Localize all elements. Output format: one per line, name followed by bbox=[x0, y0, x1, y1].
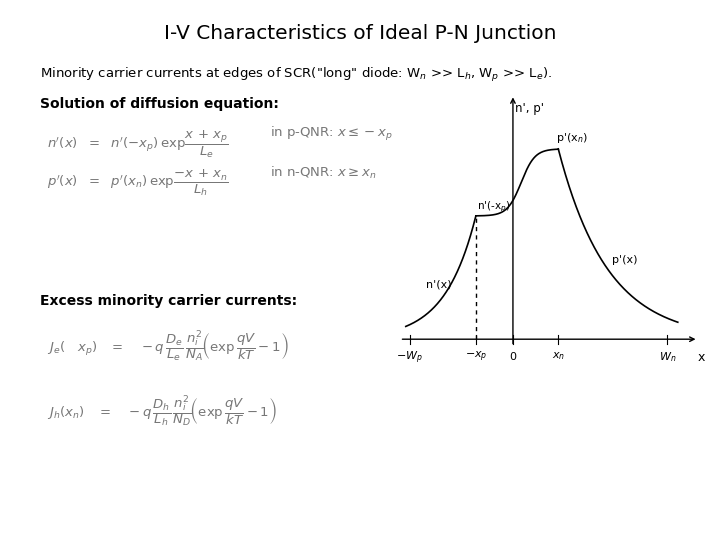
Text: Minority carrier currents at edges of SCR("long" diode: W$_n$ >> L$_h$, W$_p$ >>: Minority carrier currents at edges of SC… bbox=[40, 66, 552, 84]
Text: in p-QNR: $x \leq -x_p$: in p-QNR: $x \leq -x_p$ bbox=[270, 125, 393, 143]
Text: $J_e(\quad x_p)\quad =\quad -q\,\dfrac{D_e}{L_e}\,\dfrac{n_i^2}{N_A}\!\left(\exp: $J_e(\quad x_p)\quad =\quad -q\,\dfrac{D… bbox=[47, 328, 289, 364]
Text: n', p': n', p' bbox=[515, 102, 544, 115]
Text: x: x bbox=[698, 351, 705, 364]
Text: $x_n$: $x_n$ bbox=[552, 350, 565, 362]
Text: $0$: $0$ bbox=[509, 350, 517, 362]
Text: n'(-x$_p$): n'(-x$_p$) bbox=[477, 200, 511, 214]
Text: in n-QNR: $x \geq x_n$: in n-QNR: $x \geq x_n$ bbox=[270, 165, 377, 181]
Text: $-W_p$: $-W_p$ bbox=[397, 350, 423, 367]
Text: $J_h(x_n)\quad =\quad -q\,\dfrac{D_h}{L_h}\,\dfrac{n_i^2}{N_D}\!\left(\exp\dfrac: $J_h(x_n)\quad =\quad -q\,\dfrac{D_h}{L_… bbox=[47, 393, 276, 429]
Text: Excess minority carrier currents:: Excess minority carrier currents: bbox=[40, 294, 297, 308]
Text: $n'(x)\ \ =\ \ n'(-x_p)\,\exp\!\dfrac{x\,+\,x_p}{L_e}$: $n'(x)\ \ =\ \ n'(-x_p)\,\exp\!\dfrac{x\… bbox=[47, 129, 229, 160]
Text: $p'(x)\ \ =\ \ p'(x_n)\,\exp\!\dfrac{-x\,+\,x_n}{L_h}$: $p'(x)\ \ =\ \ p'(x_n)\,\exp\!\dfrac{-x\… bbox=[47, 168, 229, 198]
Text: p'(x): p'(x) bbox=[612, 255, 637, 265]
Text: p'(x$_n$): p'(x$_n$) bbox=[557, 131, 588, 145]
Text: $-x_p$: $-x_p$ bbox=[464, 350, 487, 364]
Text: Solution of diffusion equation:: Solution of diffusion equation: bbox=[40, 97, 279, 111]
Text: I-V Characteristics of Ideal P-N Junction: I-V Characteristics of Ideal P-N Junctio… bbox=[163, 24, 557, 43]
Text: n'(x): n'(x) bbox=[426, 280, 451, 289]
Text: $W_n$: $W_n$ bbox=[659, 350, 676, 364]
